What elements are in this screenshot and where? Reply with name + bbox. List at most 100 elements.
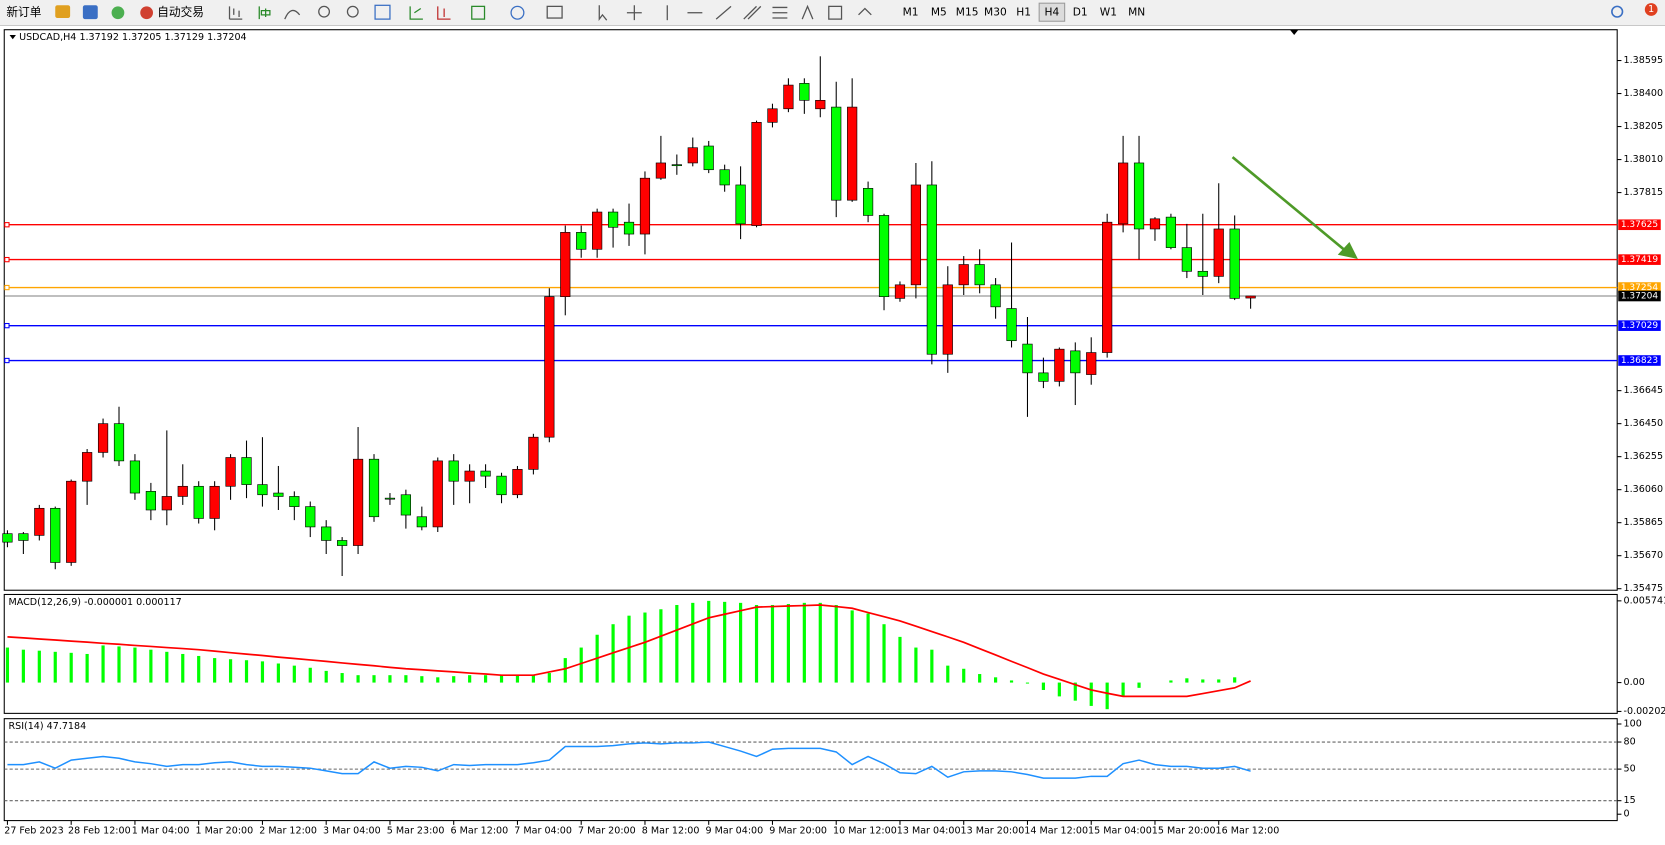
macd-bar (691, 602, 695, 683)
candle-body (623, 221, 635, 235)
macd-bar (1185, 678, 1189, 683)
macd-bar (1169, 680, 1173, 683)
macd-bar (579, 647, 583, 683)
y-tick-label: 0 (1624, 809, 1630, 820)
icon[interactable] (318, 5, 331, 18)
toolbar-bg (0, 0, 1665, 26)
notification-badge[interactable] (1644, 3, 1658, 16)
arrow-shaft (1231, 156, 1347, 252)
icon[interactable] (374, 4, 391, 20)
candle-body (129, 460, 141, 494)
search-icon[interactable] (1611, 5, 1624, 18)
icon[interactable] (743, 5, 762, 20)
candle-body (97, 423, 109, 453)
macd-bar (675, 604, 679, 683)
macd-bar (213, 658, 217, 683)
macd-bar (133, 647, 137, 683)
x-tick-label: 15 Mar 04:00 (1088, 826, 1152, 837)
macd-bar (1041, 682, 1046, 690)
y-tick-label: 0.00 (1624, 677, 1645, 688)
y-tick-label: 80 (1624, 737, 1636, 748)
icon[interactable] (471, 5, 486, 20)
x-tick-label: 8 Mar 12:00 (642, 826, 700, 837)
icon[interactable] (772, 6, 788, 19)
candle-body (193, 485, 204, 519)
icon[interactable] (228, 6, 243, 20)
level-label: 1.36823 (1621, 356, 1659, 366)
timeframe-button[interactable]: H1 (1016, 6, 1031, 19)
timeframe-button[interactable]: M15 (956, 6, 979, 19)
timeframe-button[interactable]: W1 (1100, 6, 1117, 19)
macd-bar (149, 649, 153, 683)
macd-bar (1121, 682, 1125, 697)
icon[interactable] (801, 4, 814, 20)
icon[interactable] (858, 7, 872, 16)
x-tick-label: 7 Mar 20:00 (578, 826, 636, 837)
candle-body (448, 460, 459, 482)
auto-trading-button[interactable]: 自动交易 (157, 5, 204, 19)
icon[interactable] (437, 6, 451, 20)
candle-body (305, 506, 316, 528)
x-tick-label: 9 Mar 20:00 (769, 826, 827, 837)
timeframe-button[interactable]: M5 (931, 6, 947, 19)
candle-body (82, 452, 93, 482)
macd-bar (1105, 682, 1109, 710)
macd-bar (563, 658, 567, 683)
candle-body (1133, 162, 1145, 230)
rsi-title: RSI(14) (9, 721, 44, 732)
macd-bar (834, 604, 838, 683)
candle-body (1054, 348, 1065, 382)
candle-body (910, 184, 922, 286)
icon[interactable] (510, 5, 525, 20)
x-tick-label: 1 Mar 04:00 (132, 826, 190, 837)
candle-body (751, 122, 762, 226)
tool-icons[interactable] (228, 4, 872, 22)
x-tick-label: 14 Mar 12:00 (1024, 826, 1088, 837)
current-price-label: 1.37204 (1621, 292, 1659, 302)
icon[interactable] (346, 5, 359, 18)
macd-bar (436, 677, 440, 683)
toolbar: 新订单 自动交易 M1 M5 M1 (0, 0, 1665, 27)
icon[interactable] (828, 5, 843, 20)
icon[interactable] (546, 5, 563, 19)
macd-bar (69, 652, 73, 683)
icon[interactable] (55, 5, 71, 19)
x-tick-label: 3 Mar 04:00 (323, 826, 381, 837)
level-label: 1.37625 (1621, 220, 1658, 230)
icon[interactable] (409, 6, 423, 20)
timeframe-button[interactable]: H4 (1045, 6, 1060, 19)
y-tick-label: 1.35865 (1624, 517, 1664, 528)
candle-body (177, 485, 188, 497)
auto-trading-icon[interactable] (140, 6, 154, 20)
candle-body (767, 108, 778, 123)
candle-body (241, 457, 252, 485)
icon[interactable] (284, 9, 301, 20)
candle-body (432, 460, 443, 528)
macd-bar (244, 660, 249, 683)
new-order-button[interactable]: 新订单 (6, 5, 41, 19)
candle-body (464, 470, 475, 482)
candle-body (894, 284, 906, 299)
candle-body (321, 526, 332, 541)
macd-bar (978, 674, 982, 683)
icon[interactable] (626, 5, 642, 21)
menu-marker (9, 35, 16, 40)
timeframe-button[interactable]: D1 (1073, 6, 1088, 19)
timeframe-button[interactable]: M1 (903, 6, 919, 19)
icon[interactable] (598, 5, 608, 22)
timeframe-button[interactable]: M30 (984, 6, 1007, 19)
timeframe-button[interactable]: MN (1128, 6, 1145, 19)
y-tick-label: 1.38010 (1624, 154, 1664, 165)
x-tick-label: 13 Mar 04:00 (897, 826, 961, 837)
icon[interactable] (82, 5, 98, 20)
icon[interactable] (258, 6, 271, 20)
icon[interactable] (111, 6, 125, 20)
candle-body (831, 106, 842, 201)
level-label: 1.37029 (1621, 321, 1659, 331)
icon[interactable] (715, 5, 732, 20)
candle-body (1149, 218, 1161, 230)
y-tick-label: 50 (1624, 764, 1636, 775)
y-tick-label: 1.36645 (1624, 385, 1664, 396)
macd-bar (21, 649, 25, 683)
